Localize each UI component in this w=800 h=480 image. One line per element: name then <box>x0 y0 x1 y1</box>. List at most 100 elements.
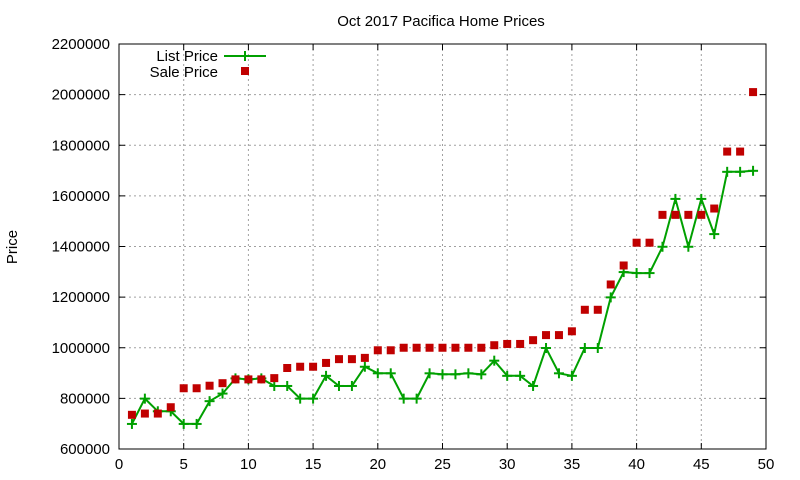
sale-price-point <box>516 339 525 348</box>
list-price-point <box>308 393 319 404</box>
sale-price-point <box>632 238 641 247</box>
x-tick-label: 10 <box>240 456 257 473</box>
x-tick-label: 40 <box>628 456 645 473</box>
list-price-point <box>748 165 759 176</box>
sale-price-point <box>360 353 369 362</box>
sale-price-point <box>205 381 214 390</box>
sale-price-point <box>412 343 421 352</box>
list-price-point <box>670 193 681 204</box>
list-price-point <box>139 393 150 404</box>
sale-price-point <box>749 88 758 97</box>
x-tick-label: 15 <box>305 456 322 473</box>
list-price-point <box>489 355 500 366</box>
sale-price-point <box>399 343 408 352</box>
list-price-point <box>424 368 435 379</box>
sale-price-point <box>283 364 292 372</box>
x-tick-label: 20 <box>369 456 386 473</box>
sale-price-point <box>658 210 667 219</box>
list-price-point <box>346 380 357 391</box>
sale-price-point <box>192 384 201 393</box>
list-price-point <box>385 368 396 379</box>
y-tick-label: 1600000 <box>52 188 110 205</box>
sale-price-point <box>140 409 149 418</box>
y-tick-label: 800000 <box>60 390 110 407</box>
y-tick-label: 1000000 <box>52 340 110 357</box>
sale-price-point <box>542 331 551 340</box>
sale-price-point <box>567 327 576 336</box>
list-price-point <box>321 370 332 381</box>
list-price-point <box>411 393 422 404</box>
sale-price-point <box>438 343 447 352</box>
axis-ticks: 0 5 10 15 20 25 30 35 40 45 50 600000 800000 1000000 1… <box>52 36 775 473</box>
list-price-point <box>553 368 564 379</box>
sale-price-point <box>710 204 719 213</box>
sale-price-point <box>606 280 615 289</box>
list-price-point <box>372 368 383 379</box>
list-price-point <box>269 380 280 391</box>
sale-price-point <box>425 343 434 352</box>
legend-sale-price-marker <box>241 67 249 75</box>
list-price-point <box>709 229 720 240</box>
list-price-point <box>333 380 344 391</box>
sale-price-point <box>127 410 136 419</box>
sale-price-point <box>503 339 512 348</box>
sale-price-point <box>309 362 318 371</box>
sale-price-point <box>464 343 473 352</box>
list-price-point <box>450 369 461 380</box>
list-price-point <box>579 343 590 354</box>
sale-price-point <box>619 261 628 270</box>
sale-price-point <box>373 346 382 355</box>
sale-price-point <box>270 374 279 383</box>
list-price-point <box>683 241 694 252</box>
legend-list-price-label: List Price <box>156 48 218 65</box>
list-price-point <box>437 369 448 380</box>
sale-price-point <box>736 147 745 156</box>
y-axis-label: Price <box>4 230 21 264</box>
sale-price-point <box>451 343 460 352</box>
sale-price-point <box>580 305 589 314</box>
list-price-point <box>631 268 642 279</box>
list-price-point <box>359 361 370 372</box>
y-tick-label: 600000 <box>60 441 110 458</box>
series-layer <box>126 88 759 429</box>
sale-price-point <box>166 403 175 412</box>
sale-price-point <box>593 305 602 314</box>
sale-price-point <box>529 336 538 345</box>
sale-price-point <box>386 346 395 355</box>
list-price-point <box>398 393 409 404</box>
sale-price-point <box>697 210 706 219</box>
sale-price-point <box>296 362 305 371</box>
list-price-point <box>476 369 487 380</box>
list-price-point <box>217 388 228 399</box>
legend-list-price-marker <box>240 51 250 61</box>
sale-price-point <box>218 379 227 388</box>
list-price-point <box>696 193 707 204</box>
y-tick-label: 1800000 <box>52 137 110 154</box>
list-price-point <box>515 370 526 381</box>
list-price-point <box>644 268 655 279</box>
list-price-point <box>502 370 513 381</box>
sale-price-point <box>684 210 693 219</box>
sale-price-point <box>334 355 343 364</box>
sale-price-point <box>554 331 563 340</box>
list-price-point <box>528 380 539 391</box>
y-tick-label: 1400000 <box>52 239 110 256</box>
sale-price-point <box>179 384 188 393</box>
x-tick-label: 45 <box>693 456 710 473</box>
sale-price-point <box>322 358 331 367</box>
sale-price-point <box>231 375 240 384</box>
x-tick-label: 35 <box>564 456 581 473</box>
legend-sale-price-label: Sale Price <box>150 64 218 81</box>
list-price-point <box>126 418 137 429</box>
x-tick-label: 50 <box>758 456 775 473</box>
sale-price-point <box>490 341 499 350</box>
list-price-point <box>295 393 306 404</box>
list-price-point <box>204 396 215 407</box>
sale-price-point <box>347 355 356 364</box>
list-price-point <box>735 166 746 177</box>
sale-price-point <box>671 210 680 219</box>
grid-lines <box>119 44 766 449</box>
list-price-point <box>657 241 668 252</box>
y-tick-label: 2200000 <box>52 36 110 53</box>
